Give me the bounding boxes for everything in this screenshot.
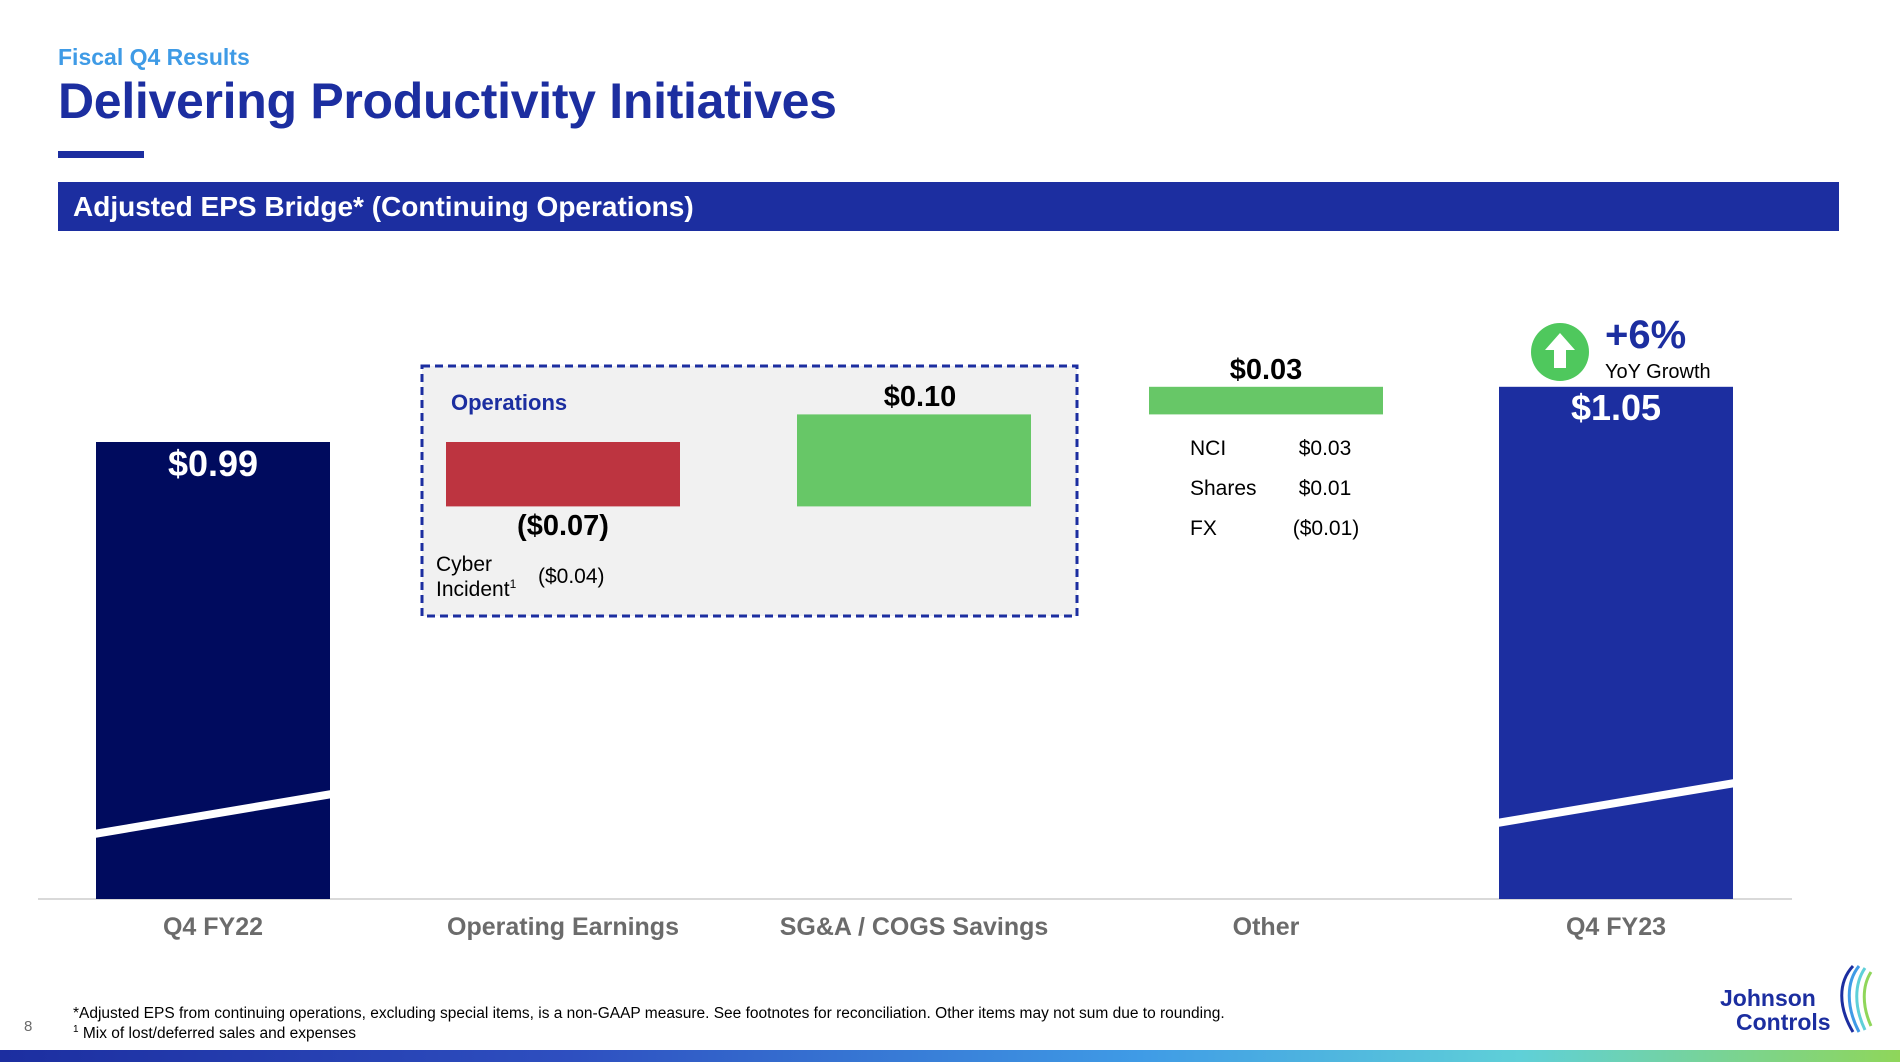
- slide-title: Delivering Productivity Initiatives: [58, 73, 837, 129]
- footnote-cyber-text: Mix of lost/deferred sales and expenses: [82, 1025, 356, 1043]
- category-label-sga-cogs-savings: SG&A / COGS Savings: [780, 913, 1049, 941]
- other-breakdown-shares-label: Shares: [1190, 477, 1257, 500]
- bar-q4-fy22: [96, 442, 330, 899]
- other-breakdown-shares-value: $0.01: [1299, 477, 1352, 500]
- value-label-q4fy23: $1.05: [1571, 387, 1661, 428]
- bar-other: [1149, 386, 1383, 415]
- cyber-incident-label: Cyber: [436, 553, 492, 576]
- section-banner: Adjusted EPS Bridge* (Continuing Operati…: [58, 182, 1839, 231]
- footnote-cyber-incident: 1 Mix of lost/deferred sales and expense…: [73, 1024, 356, 1043]
- category-label-other: Other: [1233, 913, 1300, 941]
- cyber-incident-label-line2: Incident1: [436, 577, 517, 601]
- johnson-controls-logo: Johnson Controls: [1720, 986, 1831, 1034]
- category-label-q4fy23: Q4 FY23: [1566, 913, 1666, 941]
- operations-group-label: Operations: [451, 390, 567, 415]
- page-number: 8: [24, 1018, 33, 1035]
- category-label-operating-earnings: Operating Earnings: [447, 913, 679, 941]
- slide-subtitle: Fiscal Q4 Results: [58, 44, 250, 70]
- growth-up-arrow-glyph: [1545, 333, 1575, 368]
- eps-bridge-chart: Operations Q4 FY22 Operating Earnings SG…: [38, 313, 1792, 941]
- logo-line2: Controls: [1736, 1009, 1831, 1035]
- growth-label: YoY Growth: [1605, 361, 1711, 383]
- bar-q4-fy22-axis-break: [93, 790, 333, 838]
- footnote-adjusted-eps: *Adjusted EPS from continuing operations…: [73, 1005, 1225, 1022]
- cyber-footnote-marker: 1: [510, 577, 517, 591]
- other-breakdown-nci-label: NCI: [1190, 437, 1226, 460]
- other-breakdown-fx-label: FX: [1190, 517, 1217, 540]
- growth-value: +6%: [1605, 313, 1686, 357]
- logo-swirl-icon: [1840, 964, 1873, 1033]
- footer-gradient-band: [0, 1050, 1900, 1062]
- logo-line1: Johnson: [1720, 985, 1816, 1011]
- category-label-q4fy22: Q4 FY22: [163, 913, 263, 941]
- footnote-marker: 1: [73, 1024, 79, 1035]
- value-label-other: $0.03: [1230, 354, 1303, 386]
- value-label-sga-cogs-savings: $0.10: [884, 381, 957, 413]
- bar-sg-a-cogs-savings: [797, 414, 1031, 507]
- bar-q4-fy23: [1499, 386, 1733, 899]
- cyber-incident-value: ($0.04): [538, 565, 605, 588]
- bar-q4-fy23-axis-break: [1496, 779, 1736, 827]
- bar-operating-earnings: [446, 442, 680, 507]
- value-label-q4fy22: $0.99: [168, 443, 258, 484]
- other-breakdown-nci-value: $0.03: [1299, 437, 1352, 460]
- value-label-operating-earnings: ($0.07): [517, 510, 609, 542]
- other-breakdown-fx-value: ($0.01): [1293, 517, 1360, 540]
- title-underline: [58, 151, 144, 158]
